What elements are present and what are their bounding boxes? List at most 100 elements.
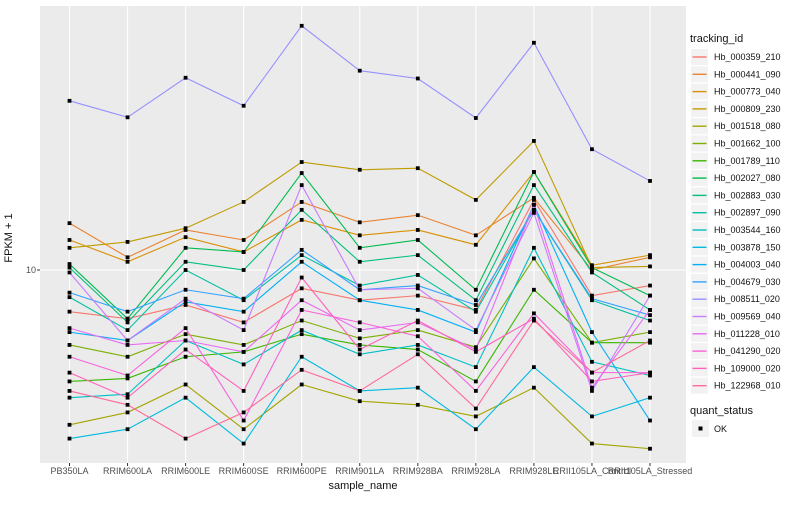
data-point [241,320,246,325]
data-point [532,318,536,323]
data-point [125,115,130,120]
data-point [532,287,536,292]
data-point [67,326,72,331]
data-point [67,422,72,427]
data-point [415,343,420,347]
data-point [648,446,652,451]
data-point [67,379,72,384]
data-point [473,116,478,120]
data-point [299,298,304,303]
y-axis-title: FPKM + 1 [3,213,15,262]
data-point [473,197,478,202]
data-point [183,296,188,301]
data-point [299,332,304,337]
data-point [357,399,362,404]
data-point [532,183,536,188]
data-point [357,328,362,333]
data-point [357,283,362,288]
data-point [473,349,478,354]
data-point [590,293,594,298]
data-point [125,320,130,325]
legend-item: Hb_008511_020 [691,291,780,308]
data-point [125,328,130,333]
legend-item: Hb_002883_030 [691,187,781,204]
legend-item-label: Hb_000441_090 [714,69,781,79]
legend-item: Hb_001789_110 [691,152,780,169]
data-point [590,296,594,301]
data-point [532,311,536,316]
data-point [67,290,72,295]
legend-item-label: Hb_041290_020 [714,346,781,356]
data-point [590,359,594,364]
data-point [67,238,72,242]
data-point [299,183,304,188]
data-point [648,340,652,345]
data-point [532,210,536,215]
legend-item: Hb_002897_090 [691,204,781,221]
data-point [590,268,594,272]
legend-item: Hb_000809_230 [691,100,781,117]
data-point [473,303,478,307]
x-tick-label: RRII105LA_Stressed [608,466,693,476]
legend-ok-label: OK [714,424,727,434]
data-point [125,239,130,244]
data-point [415,328,420,333]
data-point [299,160,304,164]
data-point [125,338,130,343]
data-point [590,263,594,268]
data-point [473,347,478,352]
data-point [125,316,130,321]
data-point [648,370,652,375]
data-point [415,253,420,258]
data-point [67,245,72,250]
data-point [590,389,594,393]
data-point [648,318,652,323]
data-point [532,245,536,250]
data-point [532,202,536,207]
data-point [125,410,130,415]
data-point [415,166,420,171]
x-tick-label: PB350LA [50,466,88,476]
x-tick-label: RRIM928BA [393,466,443,476]
data-point [183,382,188,387]
data-point [415,273,420,277]
data-point [299,308,304,312]
data-point [67,436,72,441]
data-point [125,309,130,314]
data-point [125,259,130,264]
series-lines [67,23,652,451]
legend-item: Hb_109000_020 [691,360,781,377]
legend-item-label: Hb_001789_110 [714,156,780,166]
data-point [299,367,304,372]
x-tick-label: RRIM600SE [219,466,269,476]
data-point [241,238,246,242]
legend-item-label: Hb_109000_020 [714,363,781,373]
data-point [590,340,594,345]
data-point [241,268,246,272]
legend-item: Hb_003878_150 [691,239,781,256]
data-point [241,441,246,446]
data-point [241,410,246,415]
data-point [473,233,478,238]
legend-item-label: Hb_002027_080 [714,173,781,183]
data-point [590,370,594,375]
data-point [590,385,594,390]
data-point [183,287,188,292]
data-point [125,376,130,381]
data-point [590,147,594,152]
data-point [241,427,246,432]
data-point [648,395,652,400]
data-point [473,287,478,292]
data-point [415,318,420,323]
data-point [299,23,304,28]
data-point [532,139,536,143]
data-point [532,40,536,45]
data-point [415,213,420,218]
data-point [648,313,652,318]
legend-item-label: Hb_000359_210 [714,52,781,62]
data-point [67,221,72,226]
data-point [183,245,188,250]
data-point [532,365,536,370]
